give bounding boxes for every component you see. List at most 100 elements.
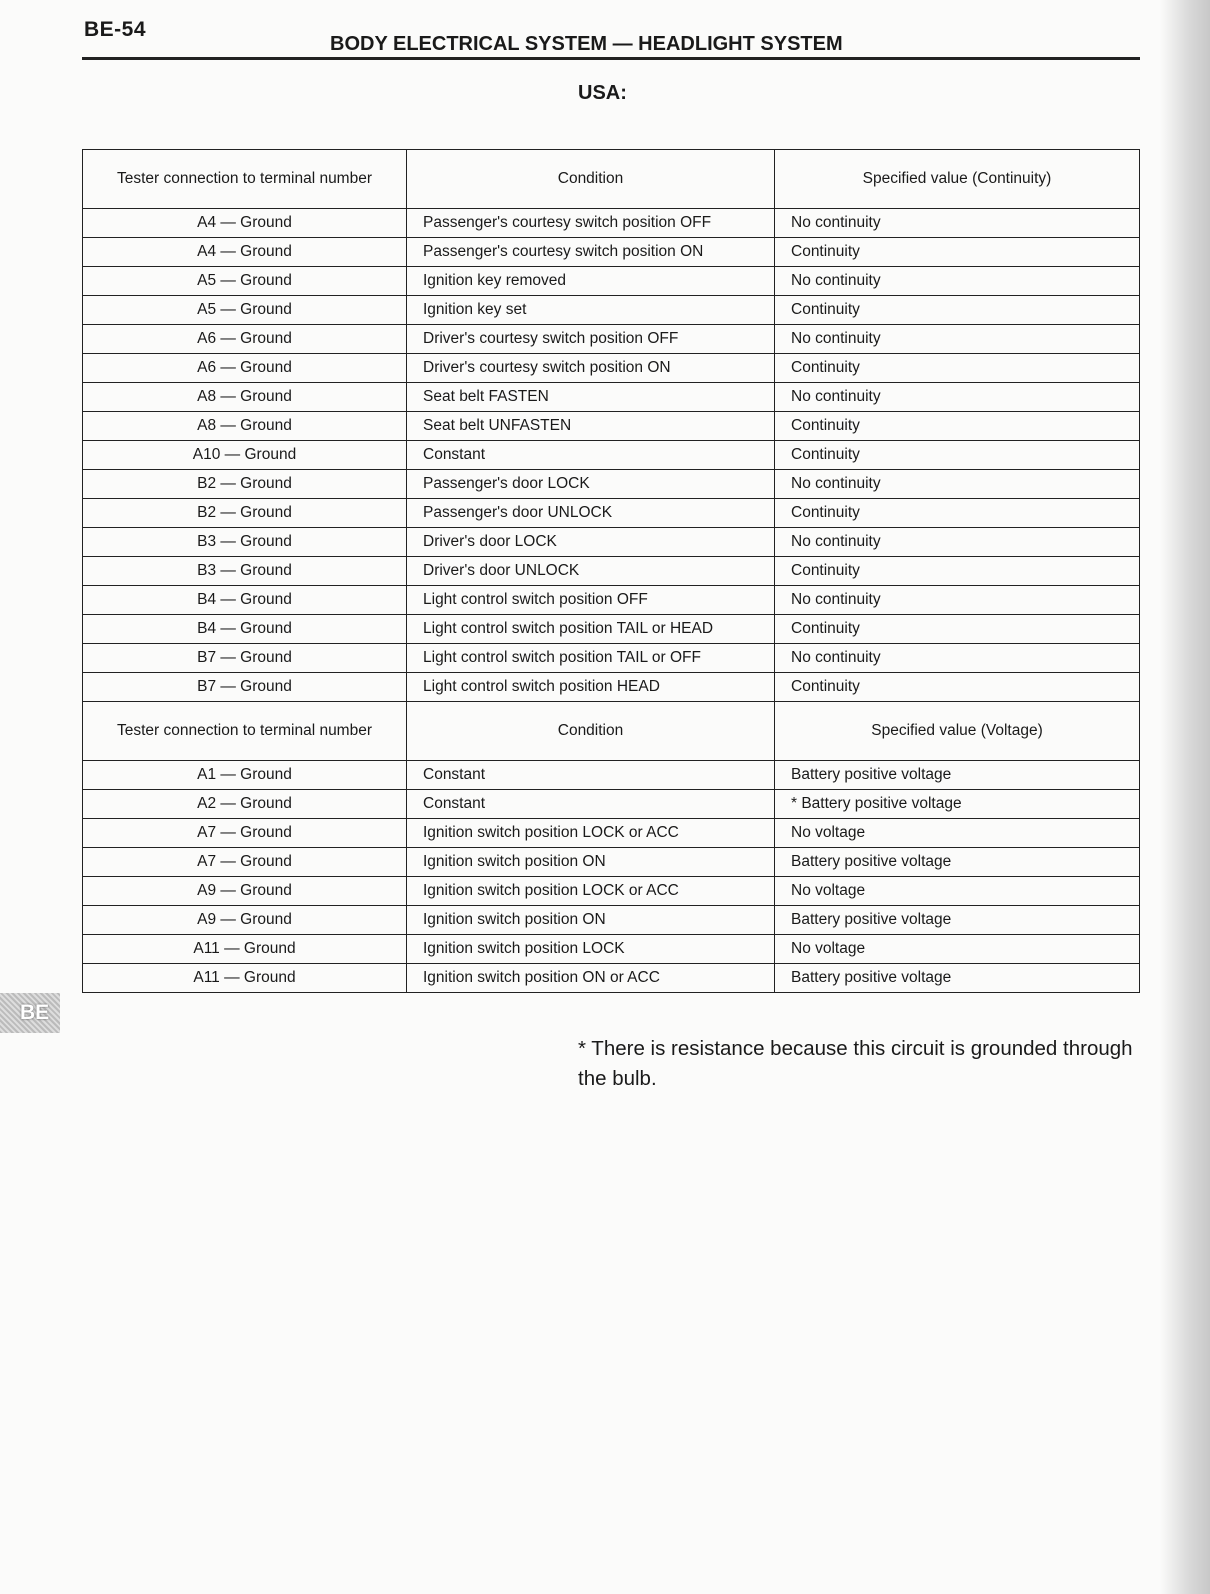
table-header-row: Tester connection to terminal number Cond… [82, 701, 1140, 761]
specified-value-cell: Battery positive voltage [774, 760, 1140, 790]
specified-value-cell: No continuity [774, 469, 1140, 499]
condition-cell: Driver's door UNLOCK [406, 556, 775, 586]
specified-value-cell: No continuity [774, 266, 1140, 296]
table-row: A2 — Ground Constant * Battery positive vo… [82, 789, 1140, 819]
specified-value-cell: Continuity [774, 440, 1140, 470]
condition-cell: Passenger's courtesy switch position OFF [406, 208, 775, 238]
terminal-cell: A4 — Ground [82, 208, 407, 238]
condition-cell: Passenger's door LOCK [406, 469, 775, 499]
table-row: A7 — Ground Ignition switch position ON Ba… [82, 847, 1140, 877]
specified-value-cell: No continuity [774, 208, 1140, 238]
table-row: B4 — Ground Light control switch position… [82, 614, 1140, 644]
terminal-cell: A10 — Ground [82, 440, 407, 470]
condition-cell: Driver's courtesy switch position ON [406, 353, 775, 383]
specified-value-cell: Continuity [774, 614, 1140, 644]
condition-cell: Light control switch position OFF [406, 585, 775, 615]
terminal-cell: A11 — Ground [82, 934, 407, 964]
footnote: * There is resistance because this circu… [578, 1037, 1133, 1090]
column-header: Specified value (Voltage) [774, 701, 1140, 761]
specified-value-cell: No continuity [774, 585, 1140, 615]
condition-cell: Ignition switch position ON or ACC [406, 963, 775, 993]
specified-value-cell: No voltage [774, 934, 1140, 964]
condition-cell: Driver's door LOCK [406, 527, 775, 557]
table-row: A11 — Ground Ignition switch position LOC… [82, 934, 1140, 964]
condition-cell: Ignition key removed [406, 266, 775, 296]
specified-value-cell: No continuity [774, 643, 1140, 673]
section-heading: USA: [578, 82, 627, 104]
table-row: A11 — Ground Ignition switch position ON … [82, 963, 1140, 993]
specified-value-cell: Continuity [774, 237, 1140, 267]
condition-cell: Ignition switch position ON [406, 847, 775, 877]
condition-cell: Ignition switch position LOCK or ACC [406, 818, 775, 848]
condition-cell: Driver's courtesy switch position OFF [406, 324, 775, 354]
specified-value-cell: No voltage [774, 818, 1140, 848]
specified-value-cell: Battery positive voltage [774, 963, 1140, 993]
specified-value-cell: Continuity [774, 411, 1140, 441]
table-row: B7 — Ground Light control switch position… [82, 643, 1140, 673]
table-row: B7 — Ground Light control switch position… [82, 672, 1140, 702]
section-tab-label: BE [20, 1001, 50, 1024]
table-row: A5 — Ground Ignition key set Continuity [82, 295, 1140, 325]
terminal-cell: B4 — Ground [82, 585, 407, 615]
condition-cell: Constant [406, 760, 775, 790]
table-row: A9 — Ground Ignition switch position LOCK… [82, 876, 1140, 906]
condition-cell: Ignition switch position LOCK or ACC [406, 876, 775, 906]
page-edge-shadow [1160, 0, 1210, 1594]
table-header-row: Tester connection to terminal number Cond… [82, 149, 1140, 209]
terminal-cell: A11 — Ground [82, 963, 407, 993]
table-row: A4 — Ground Passenger's courtesy switch p… [82, 208, 1140, 238]
specified-value-cell: No continuity [774, 527, 1140, 557]
specified-value-cell: No continuity [774, 324, 1140, 354]
condition-cell: Light control switch position TAIL or HE… [406, 614, 775, 644]
terminal-cell: A8 — Ground [82, 382, 407, 412]
table-row: A9 — Ground Ignition switch position ON Ba… [82, 905, 1140, 935]
terminal-cell: A7 — Ground [82, 818, 407, 848]
condition-cell: Seat belt UNFASTEN [406, 411, 775, 441]
section-tab: BE [0, 993, 60, 1033]
table-row: A1 — Ground Constant Battery positive volt… [82, 760, 1140, 790]
condition-cell: Passenger's courtesy switch position ON [406, 237, 775, 267]
terminal-cell: A9 — Ground [82, 876, 407, 906]
terminal-cell: B7 — Ground [82, 643, 407, 673]
condition-cell: Ignition key set [406, 295, 775, 325]
condition-cell: Constant [406, 440, 775, 470]
terminal-cell: B4 — Ground [82, 614, 407, 644]
terminal-cell: A6 — Ground [82, 353, 407, 383]
column-header: Condition [406, 701, 775, 761]
terminal-cell: A2 — Ground [82, 789, 407, 819]
condition-cell: Seat belt FASTEN [406, 382, 775, 412]
terminal-cell: A9 — Ground [82, 905, 407, 935]
table-row: B2 — Ground Passenger's door LOCK No conti… [82, 469, 1140, 499]
column-header: Condition [406, 149, 775, 209]
column-header: Specified value (Continuity) [774, 149, 1140, 209]
table-row: A10 — Ground Constant Continuity [82, 440, 1140, 470]
inspection-table: Tester connection to terminal number Cond… [82, 149, 1140, 993]
table-row: A7 — Ground Ignition switch position LOCK… [82, 818, 1140, 848]
condition-cell: Ignition switch position ON [406, 905, 775, 935]
header-rule [82, 57, 1140, 60]
condition-cell: Light control switch position TAIL or OF… [406, 643, 775, 673]
table-row: B4 — Ground Light control switch position… [82, 585, 1140, 615]
terminal-cell: A6 — Ground [82, 324, 407, 354]
specified-value-cell: No continuity [774, 382, 1140, 412]
terminal-cell: A1 — Ground [82, 760, 407, 790]
terminal-cell: B7 — Ground [82, 672, 407, 702]
table-row: A8 — Ground Seat belt UNFASTEN Continuity [82, 411, 1140, 441]
condition-cell: Ignition switch position LOCK [406, 934, 775, 964]
terminal-cell: A8 — Ground [82, 411, 407, 441]
table-row: B3 — Ground Driver's door UNLOCK Continuit… [82, 556, 1140, 586]
specified-value-cell: Continuity [774, 295, 1140, 325]
condition-cell: Constant [406, 789, 775, 819]
specified-value-cell: Continuity [774, 556, 1140, 586]
terminal-cell: A5 — Ground [82, 295, 407, 325]
specified-value-cell: Battery positive voltage [774, 847, 1140, 877]
terminal-cell: A5 — Ground [82, 266, 407, 296]
column-header: Tester connection to terminal number [82, 701, 407, 761]
table-row: A6 — Ground Driver's courtesy switch posi… [82, 324, 1140, 354]
terminal-cell: A4 — Ground [82, 237, 407, 267]
terminal-cell: B3 — Ground [82, 556, 407, 586]
specified-value-cell: Battery positive voltage [774, 905, 1140, 935]
specified-value-cell: Continuity [774, 353, 1140, 383]
condition-cell: Passenger's door UNLOCK [406, 498, 775, 528]
table-row: A4 — Ground Passenger's courtesy switch p… [82, 237, 1140, 267]
